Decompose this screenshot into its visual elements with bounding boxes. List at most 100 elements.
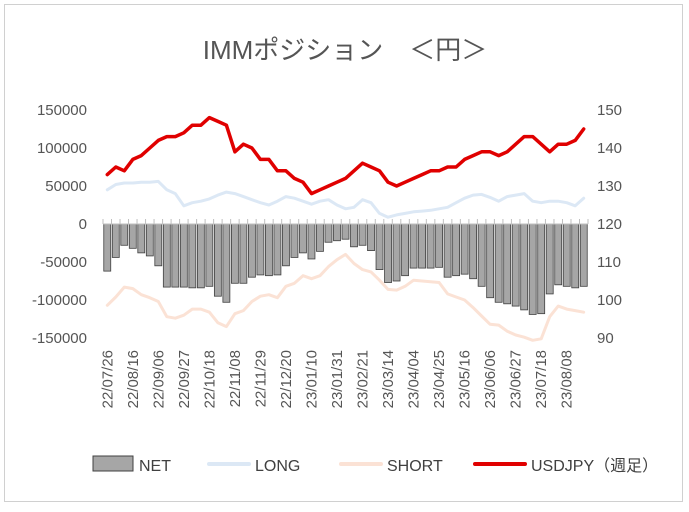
net-bar bbox=[537, 223, 546, 315]
left-tick-label: 0 bbox=[79, 216, 87, 233]
left-tick-label: 100000 bbox=[37, 140, 87, 157]
net-bar bbox=[443, 223, 452, 278]
net-bar bbox=[171, 223, 180, 288]
net-bar bbox=[120, 223, 129, 246]
x-tick-label: 23/08/08 bbox=[559, 350, 576, 408]
net-bar bbox=[188, 223, 197, 289]
net-bar bbox=[316, 223, 324, 252]
left-tick-label: -50000 bbox=[40, 254, 87, 271]
net-bar bbox=[248, 223, 256, 278]
left-tick-label: -150000 bbox=[32, 330, 87, 347]
net-bar bbox=[477, 223, 486, 287]
net-bar bbox=[469, 223, 478, 280]
x-tick-label: 22/08/16 bbox=[125, 350, 142, 408]
right-tick-label: 140 bbox=[597, 140, 622, 157]
net-bar bbox=[145, 223, 154, 257]
zero-axis-line bbox=[102, 219, 589, 225]
legend-label: LONG bbox=[255, 458, 300, 475]
x-axis-ticks: 22/07/26 22/08/16 22/09/06 22/09/27 22/10/18… bbox=[99, 350, 575, 408]
usdjpy-line bbox=[105, 115, 586, 196]
net-bar bbox=[562, 223, 571, 287]
right-tick-label: 100 bbox=[597, 292, 622, 309]
net-bar bbox=[265, 223, 273, 277]
legend-label: SHORT bbox=[387, 458, 443, 475]
net-bar bbox=[239, 223, 248, 284]
net-bar bbox=[103, 223, 112, 272]
chart-title: IMMポジション ＜円＞ bbox=[203, 35, 488, 65]
net-bar bbox=[213, 223, 222, 297]
series-lines bbox=[105, 115, 586, 342]
net-bar bbox=[358, 223, 367, 246]
net-bar bbox=[222, 223, 231, 303]
net-bar bbox=[230, 223, 239, 284]
x-tick-label: 23/01/10 bbox=[304, 350, 321, 408]
left-tick-label: 50000 bbox=[45, 178, 87, 195]
net-bar bbox=[290, 223, 299, 258]
x-tick-label: 23/06/27 bbox=[508, 350, 525, 408]
x-tick-label: 23/03/14 bbox=[380, 350, 397, 408]
net-bar bbox=[205, 223, 214, 287]
chart-frame: IMMポジション ＜円＞ 150000 100000 50000 0 -50000 -10… bbox=[4, 4, 683, 502]
x-tick-label: 22/11/08 bbox=[227, 350, 244, 407]
net-bar bbox=[579, 223, 588, 287]
right-tick-label: 120 bbox=[597, 216, 622, 233]
net-bar bbox=[460, 223, 469, 275]
net-bar bbox=[426, 223, 435, 269]
net-bar bbox=[511, 223, 520, 307]
net-bar bbox=[503, 223, 512, 305]
net-bar bbox=[367, 223, 375, 252]
net-bar bbox=[333, 223, 341, 242]
net-bar bbox=[196, 223, 205, 289]
net-bar bbox=[435, 223, 443, 268]
net-bar bbox=[418, 223, 426, 269]
x-tick-label: 22/09/27 bbox=[176, 350, 193, 408]
net-bar bbox=[273, 223, 282, 276]
right-tick-label: 130 bbox=[597, 178, 622, 195]
x-tick-label: 23/07/18 bbox=[533, 350, 550, 408]
net-bar bbox=[384, 223, 392, 283]
x-tick-label: 22/07/26 bbox=[99, 350, 116, 408]
x-tick-label: 23/04/25 bbox=[431, 350, 448, 408]
x-tick-label: 22/12/20 bbox=[278, 350, 295, 408]
net-bar bbox=[401, 223, 409, 277]
left-axis-ticks: 150000 100000 50000 0 -50000 -100000 -150000 bbox=[32, 102, 87, 347]
right-tick-label: 110 bbox=[597, 254, 621, 271]
net-bar bbox=[154, 223, 163, 267]
net-bar bbox=[545, 223, 554, 295]
left-tick-label: -100000 bbox=[32, 292, 87, 309]
net-bar bbox=[307, 223, 316, 260]
net-bar bbox=[350, 223, 358, 248]
right-tick-label: 90 bbox=[597, 330, 614, 347]
right-tick-label: 150 bbox=[597, 102, 622, 119]
net-bar bbox=[256, 223, 265, 276]
x-tick-label: 22/11/29 bbox=[252, 350, 269, 407]
net-bar bbox=[528, 223, 537, 315]
legend-label: USDJPY（週足） bbox=[531, 457, 658, 475]
x-tick-label: 22/10/18 bbox=[201, 350, 218, 408]
net-bar bbox=[179, 223, 188, 288]
net-bar bbox=[128, 223, 137, 249]
net-bar bbox=[486, 223, 495, 299]
x-tick-label: 23/01/31 bbox=[329, 350, 346, 408]
left-tick-label: 150000 bbox=[37, 102, 87, 119]
net-bar bbox=[452, 223, 461, 277]
long-line bbox=[105, 179, 586, 219]
net-bar bbox=[282, 223, 290, 267]
short-line bbox=[105, 252, 586, 342]
net-bars bbox=[103, 223, 588, 315]
net-bar bbox=[494, 223, 503, 303]
net-bar bbox=[375, 223, 384, 270]
x-tick-label: 23/04/04 bbox=[406, 350, 423, 408]
legend-label: NET bbox=[139, 458, 171, 475]
net-bar bbox=[299, 223, 307, 254]
x-tick-label: 23/05/16 bbox=[457, 350, 474, 408]
net-bar bbox=[324, 223, 333, 243]
legend-net-swatch bbox=[92, 455, 134, 472]
chart-svg: IMMポジション ＜円＞ 150000 100000 50000 0 -50000 -10… bbox=[32, 35, 658, 475]
x-tick-label: 22/09/06 bbox=[150, 350, 167, 408]
net-bar bbox=[520, 223, 529, 311]
legend: NET LONG SHORT USDJPY（週足） bbox=[92, 455, 658, 475]
x-tick-label: 23/02/21 bbox=[355, 350, 372, 408]
x-tick-label: 23/06/06 bbox=[482, 350, 499, 408]
net-bar bbox=[554, 223, 563, 286]
